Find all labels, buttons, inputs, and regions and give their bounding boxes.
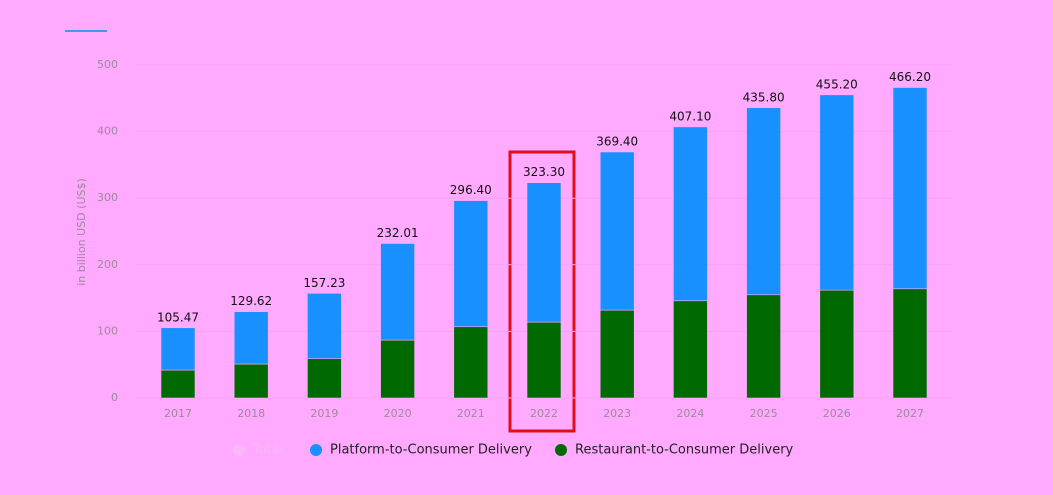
- y-tick-label: 400: [97, 125, 118, 138]
- y-tick-label: 0: [111, 391, 118, 404]
- x-tick-label: 2022: [530, 407, 558, 420]
- total-label: 232.01: [377, 226, 419, 240]
- bar-segment: [892, 87, 928, 290]
- bar-segment: [526, 321, 562, 399]
- bar-segment: [819, 289, 855, 399]
- y-tick-label: 300: [97, 191, 118, 204]
- bar-segment: [746, 107, 781, 296]
- total-label: 157.23: [303, 276, 345, 290]
- bar-segment: [380, 243, 415, 341]
- total-label: 105.47: [157, 310, 199, 324]
- x-tick-label: 2027: [896, 407, 924, 420]
- highlight-box: [508, 150, 576, 433]
- bar-segment: [892, 288, 928, 399]
- y-tick-label: 100: [97, 324, 118, 337]
- x-tick-label: 2017: [164, 407, 192, 420]
- total-label: 323.30: [523, 165, 565, 179]
- bar-segment: [526, 182, 562, 323]
- total-label: 296.40: [450, 183, 492, 197]
- x-tick-label: 2023: [603, 407, 631, 420]
- bar-segment: [307, 358, 342, 399]
- bar-segment: [819, 94, 855, 291]
- bar-segment: [453, 326, 489, 399]
- bar-segment: [233, 363, 269, 399]
- bar-segment: [599, 151, 635, 311]
- total-label: 455.20: [816, 77, 858, 91]
- x-tick-label: 2021: [457, 407, 485, 420]
- legend-marker: [310, 444, 322, 456]
- legend-marker: [555, 444, 567, 456]
- bar-segment: [599, 309, 635, 399]
- bar-segment: [453, 200, 489, 328]
- y-axis-label: in billion USD (US$): [75, 178, 88, 286]
- bar-segment: [673, 300, 708, 399]
- x-tick-label: 2026: [823, 407, 851, 420]
- bar-segment: [380, 339, 415, 399]
- x-tick-label: 2020: [384, 407, 412, 420]
- x-tick-label: 2018: [237, 407, 265, 420]
- bar-segment: [160, 327, 196, 371]
- bar-segment: [233, 311, 269, 365]
- total-label: 466.20: [889, 70, 931, 84]
- total-label: 369.40: [596, 134, 638, 148]
- legend-label: Platform-to-Consumer Delivery: [330, 443, 532, 458]
- x-tick-label: 2025: [750, 407, 778, 420]
- x-tick-label: 2024: [676, 407, 704, 420]
- total-label: 129.62: [230, 294, 272, 308]
- bar-segment: [307, 292, 342, 360]
- total-label: 435.80: [743, 90, 785, 104]
- legend-marker: [233, 444, 245, 456]
- legend-label: Restaurant-to-Consumer Delivery: [575, 443, 794, 458]
- legend-label: Total: [252, 443, 283, 458]
- bar-segment: [673, 126, 708, 302]
- bar-segment: [160, 369, 196, 399]
- y-tick-label: 200: [97, 258, 118, 271]
- y-tick-label: 500: [97, 58, 118, 71]
- total-label: 407.10: [669, 109, 711, 123]
- x-tick-label: 2019: [310, 407, 338, 420]
- bar-segment: [746, 294, 781, 399]
